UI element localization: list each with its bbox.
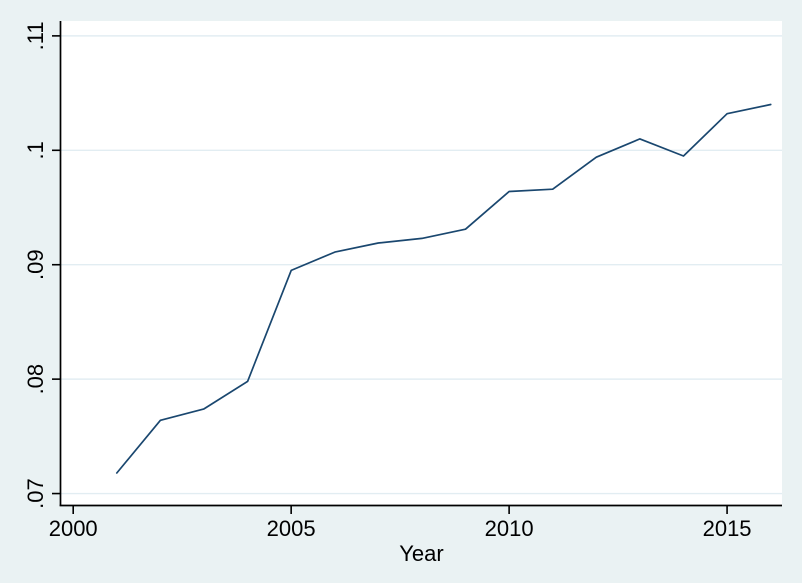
x-tick-label: 2000 — [49, 516, 98, 541]
x-axis-title: Year — [399, 541, 443, 566]
x-tick-label: 2010 — [485, 516, 534, 541]
y-tick-label: .11 — [23, 21, 48, 50]
gridlines-layer — [61, 35, 782, 495]
data-line — [115, 103, 772, 474]
series-layer — [115, 103, 772, 474]
y-tick-label: .08 — [23, 364, 48, 395]
x-tick-label: 2015 — [703, 516, 752, 541]
labels-layer: .07 .08 .09 .1 .11 2000 2005 2010 2015 Year — [23, 21, 752, 566]
axes-layer — [52, 21, 782, 514]
x-tick-label: 2005 — [267, 516, 316, 541]
y-tick-label: .07 — [23, 478, 48, 509]
plot-area — [61, 21, 782, 505]
y-tick-label: .09 — [23, 249, 48, 280]
y-tick-label: .1 — [23, 141, 48, 159]
